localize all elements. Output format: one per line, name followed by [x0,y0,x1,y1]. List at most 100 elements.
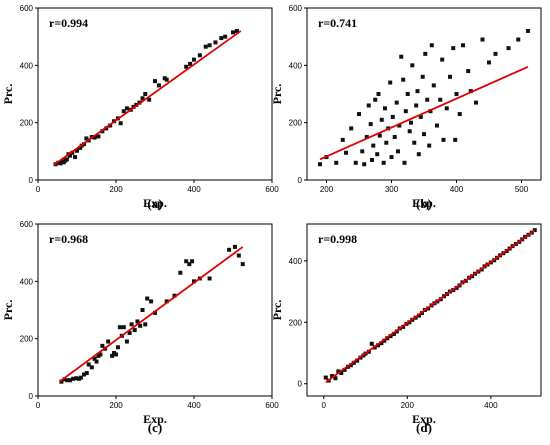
panel-b-point-35 [405,92,410,96]
panel-a-point-38 [164,77,169,82]
panel-b-point-71 [526,28,530,33]
panel-c-ylabel: Prc. [1,300,15,321]
panel-c-point-26 [124,339,129,344]
panel-c-point-18 [106,339,111,344]
panel-c-point-12 [92,356,97,361]
panel-b-point-36 [407,129,412,134]
panel-c-point-45 [207,276,212,281]
panel-d-xtick-label-2: 400 [484,401,498,410]
panel-a-point-35 [153,79,157,84]
panel-b-ytick-label-2: 400 [289,61,303,70]
panel-b-frame [306,7,542,181]
panel-c-r-annotation: r=0.968 [49,232,88,246]
panel-b-xtick-label-0: 200 [320,185,334,194]
panel-b-point-43 [418,114,423,119]
panel-b-point-20 [381,160,386,165]
panel-c-point-49 [240,262,245,267]
panel-c-point-32 [140,308,145,312]
panel-a-r-annotation: r=0.994 [49,16,88,30]
panel-b-point-41 [415,89,420,94]
panel-d-point-18 [379,341,384,346]
panel-c-point-10 [86,362,91,367]
panel-c-point-2 [65,378,70,383]
panel-a-point-26 [121,109,126,114]
panel-b-point-57 [448,74,452,79]
panel-b-point-33 [402,160,407,165]
panel-b-point-27 [392,135,397,139]
panel-c-ytick-label-1: 200 [20,335,34,344]
panel-c-point-42 [190,259,195,264]
panel-a-point-40 [188,61,193,66]
panel-b-point-47 [425,97,430,102]
panel-a-ylabel: Prc. [1,84,15,105]
panel-d-point-3 [333,376,338,381]
panel-a-point-32 [140,96,145,101]
panel-d-point-5 [339,370,344,375]
panel-c-point-16 [100,343,105,348]
panel-b-point-21 [383,106,387,111]
panel-a: 0 200 400 600 0 200 400 600 Exp. Prc. r=0.994 (a) [1,4,279,211]
panel-b-point-7 [357,112,361,117]
panel-a-point-41 [192,57,196,62]
panel-b-point-28 [394,100,399,105]
panel-b-point-13 [370,157,374,162]
panel-c-label: (c) [148,420,162,435]
panel-a-point-36 [156,83,161,88]
panel-b-point-65 [474,100,478,105]
panel-c-point-33 [143,322,148,327]
panel-b-point-2 [334,160,339,165]
panel-b: 200 300 400 500 0 200 400 600 Exp. Prc. r=0.741 (b) [270,4,542,211]
panel-b-point-42 [416,152,421,157]
panel-b-ytick-label-3: 600 [289,4,303,13]
panel-b-point-19 [379,117,384,122]
panel-b-label: (b) [416,196,432,211]
panel-a-point-39 [184,64,189,69]
panel-b-point-39 [412,140,417,145]
panel-b-point-24 [388,80,393,85]
panel-b-point-3 [340,137,345,142]
panel-d-point-4 [336,369,341,374]
panel-b-point-45 [422,132,426,137]
panel-a-point-27 [124,106,129,111]
panel-b-point-10 [364,135,369,139]
panel-c-point-28 [129,322,134,327]
panel-c-point-29 [132,328,137,333]
panel-b-point-46 [423,51,428,56]
panel-a-point-46 [219,36,224,41]
panel-a-label: (a) [147,196,162,211]
panel-b-point-25 [389,155,394,160]
panel-a-point-15 [84,136,89,141]
panel-a-point-6 [64,157,69,162]
panel-a-point-11 [75,148,79,153]
panel-a-point-20 [100,129,105,134]
panel-b-point-11 [366,103,371,108]
panel-a-point-45 [213,40,218,45]
panel-a-xtick-label-3: 600 [265,185,279,194]
panel-b-point-49 [428,109,433,114]
panel-b-point-68 [493,51,498,56]
panel-b-point-0 [318,162,322,167]
panel-c-point-38 [172,293,177,298]
panel-c-point-40 [184,259,189,264]
panel-c-frame [37,223,273,397]
panel-b-point-60 [454,92,459,96]
panel-b-r-annotation: r=0.741 [318,16,357,30]
panel-a-point-43 [203,44,208,49]
panel-d-ytick-label-0: 0 [298,380,303,389]
panel-b-point-26 [390,114,395,119]
panel-a-point-12 [78,145,83,150]
panel-b-xtick-label-1: 300 [385,185,399,194]
panel-b-point-63 [466,69,471,74]
panel-c-point-35 [149,299,154,304]
panel-c-point-36 [153,310,157,315]
panel-b-point-34 [403,109,408,114]
panel-c: 0 200 400 600 0 200 400 600 Exp. Prc. r=0.968 (c) [1,220,279,435]
panel-c-point-46 [227,247,232,252]
panel-b-point-70 [516,37,521,42]
panel-b-point-17 [376,92,381,96]
panel-b-ytick-label-0: 0 [298,176,303,185]
panel-c-point-3 [67,378,72,383]
panel-b-point-22 [384,140,389,145]
panel-a-point-48 [231,30,235,35]
panel-c-point-39 [178,270,183,275]
